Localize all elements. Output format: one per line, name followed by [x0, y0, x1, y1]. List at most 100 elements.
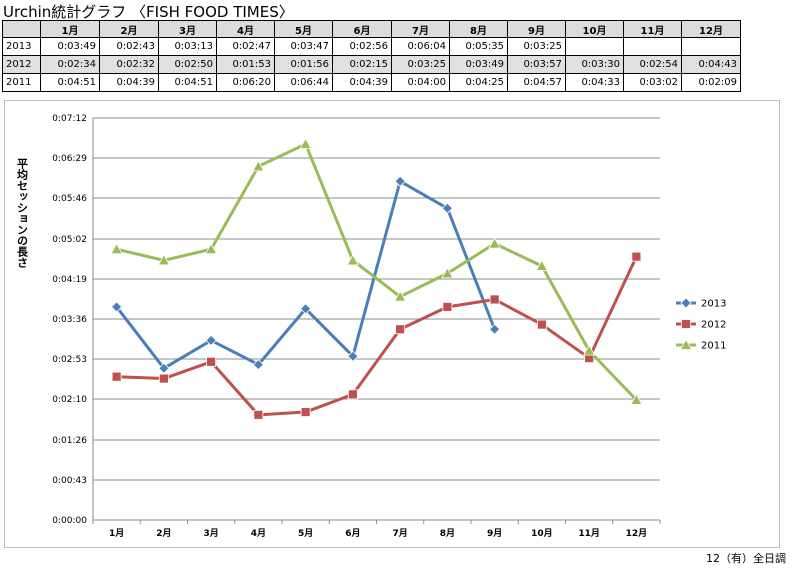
- data-point: [253, 409, 264, 420]
- data-point: [300, 407, 311, 417]
- table-cell: 0:06:20: [216, 73, 275, 92]
- data-point: [299, 137, 312, 149]
- table-cell: 0:02:09: [681, 73, 741, 92]
- data-point: [442, 302, 453, 312]
- table-cell: 0:02:32: [99, 55, 159, 74]
- y-axis-title: 平均セッションの長さ: [16, 158, 29, 269]
- x-tick-label: 4月: [251, 528, 266, 539]
- table-header-cell: 3月: [158, 20, 217, 38]
- data-point: [347, 350, 359, 362]
- data-point: [394, 175, 406, 187]
- footer-credit: 12（有）全日調: [706, 552, 786, 565]
- y-tick-label: 0:02:53: [52, 355, 87, 365]
- series-2012: [111, 251, 642, 420]
- series-2013: [111, 175, 501, 374]
- table-cell: 0:01:56: [274, 55, 333, 74]
- table-cell: 0:02:15: [332, 55, 392, 74]
- data-point: [441, 267, 454, 279]
- data-point: [679, 338, 693, 350]
- table-cell: 0:04:51: [158, 73, 217, 92]
- table-cell: 0:02:56: [332, 37, 392, 56]
- data-point: [582, 344, 596, 356]
- table-row: 2011 0:04:51 0:04:39 0:04:51 0:06:20 0:0…: [2, 73, 741, 92]
- data-point: [205, 334, 217, 346]
- table-cell: 0:04:43: [681, 55, 741, 74]
- page-title: Urchin統計グラフ 〈FISH FOOD TIMES〉: [3, 3, 294, 21]
- table-corner-cell: [2, 20, 41, 38]
- x-tick-label: 6月: [345, 528, 360, 539]
- data-point: [393, 290, 407, 302]
- data-point: [111, 301, 123, 313]
- y-tick-label: 0:07:12: [52, 114, 87, 124]
- y-tick-label: 0:00:00: [52, 516, 87, 526]
- y-tick-label: 0:05:02: [52, 235, 87, 245]
- data-point: [158, 362, 170, 374]
- data-point: [252, 359, 264, 371]
- x-tick-label: 11月: [578, 528, 600, 539]
- series-line: [116, 256, 638, 417]
- x-tick-label: 1月: [109, 528, 124, 539]
- data-point: [110, 242, 123, 255]
- stats-table: 1月 2月 3月 4月 5月 6月 7月 8月 9月 10月 11月 12月 2…: [2, 20, 741, 92]
- legend-label: 2013: [701, 299, 726, 310]
- series-line: [116, 142, 638, 401]
- data-point: [680, 297, 692, 309]
- data-point: [157, 254, 171, 266]
- legend-label: 2011: [701, 341, 726, 352]
- table-cell: 0:04:51: [40, 73, 100, 92]
- x-tick-label: 10月: [531, 528, 553, 539]
- table-header-cell: 4月: [216, 20, 275, 38]
- table-header-row: 1月 2月 3月 4月 5月 6月 7月 8月 9月 10月 11月 12月: [2, 20, 741, 38]
- y-tick-label: 0:05:46: [52, 194, 87, 204]
- table-cell: 0:04:33: [565, 73, 624, 92]
- x-tick-label: 8月: [440, 528, 455, 539]
- legend-item: 2011: [676, 338, 726, 352]
- table-cell: 0:04:25: [449, 73, 508, 92]
- table-cell: 0:03:47: [274, 37, 333, 56]
- x-tick-label: 7月: [392, 528, 407, 539]
- table-cell: 0:04:39: [99, 73, 159, 92]
- x-tick-label: 9月: [487, 528, 502, 539]
- table-cell: 0:06:04: [391, 37, 450, 56]
- table-cell: 0:04:57: [507, 73, 566, 92]
- data-point: [681, 319, 691, 329]
- legend-item: 2013: [676, 297, 726, 310]
- data-point: [489, 323, 501, 335]
- table-cell: 0:06:44: [274, 73, 333, 92]
- table-header-cell: 1月: [40, 20, 100, 38]
- table-cell: [565, 37, 624, 56]
- series-2011: [110, 137, 643, 405]
- legend-label: 2012: [701, 320, 726, 331]
- table-header-cell: 11月: [623, 20, 682, 38]
- table-cell: 0:03:30: [565, 55, 624, 74]
- series-line: [115, 179, 497, 370]
- y-tick-label: 0:06:29: [52, 154, 87, 164]
- data-point: [158, 373, 169, 384]
- data-point: [204, 242, 218, 255]
- data-point: [347, 389, 358, 400]
- data-point: [111, 371, 122, 382]
- table-header-cell: 9月: [507, 20, 566, 38]
- table-cell: 0:04:39: [332, 73, 392, 92]
- x-tick-label: 2月: [156, 528, 171, 539]
- data-point: [489, 294, 500, 305]
- table-cell: 0:03:49: [40, 37, 100, 56]
- data-point: [631, 251, 642, 262]
- data-point: [488, 237, 501, 249]
- data-point: [535, 259, 549, 271]
- table-cell: 0:02:43: [99, 37, 159, 56]
- legend-item: 2012: [676, 319, 726, 331]
- data-point: [536, 319, 547, 330]
- data-point: [395, 324, 406, 335]
- table-header-cell: 6月: [332, 20, 392, 38]
- table-header-cell: 8月: [449, 20, 508, 38]
- y-tick-label: 0:04:19: [52, 275, 87, 285]
- x-tick-label: 3月: [203, 528, 218, 539]
- y-tick-label: 0:00:43: [52, 476, 87, 486]
- data-point: [441, 202, 453, 214]
- x-tick-label: 5月: [298, 528, 313, 539]
- table-row: 2013 0:03:49 0:02:43 0:03:13 0:02:47 0:0…: [2, 37, 741, 56]
- data-point: [346, 254, 360, 266]
- table-cell: 0:03:25: [507, 37, 566, 56]
